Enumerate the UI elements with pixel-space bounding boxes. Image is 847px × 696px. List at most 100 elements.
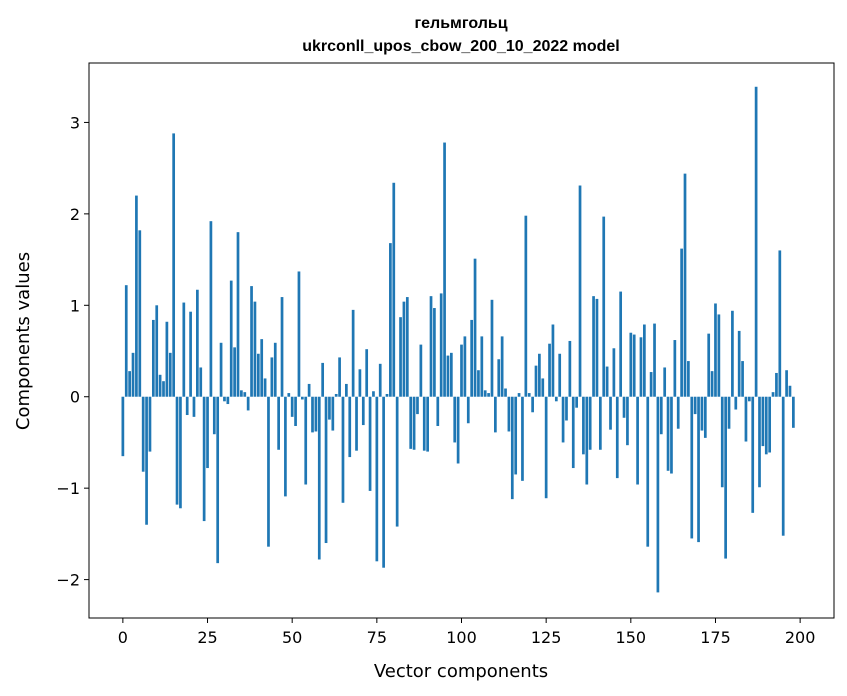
bar <box>175 396 179 505</box>
bar <box>659 396 663 435</box>
bar <box>209 221 213 397</box>
bar <box>565 396 568 421</box>
bar <box>199 367 203 397</box>
y-tick-label: −1 <box>56 479 80 498</box>
y-tick-label: −2 <box>56 571 80 590</box>
bar <box>683 173 687 397</box>
bar <box>673 340 677 397</box>
bar <box>219 342 223 397</box>
bar <box>734 396 738 410</box>
bar <box>568 340 572 397</box>
x-tick-label: 175 <box>700 628 731 647</box>
bar <box>551 324 555 397</box>
bar <box>185 396 189 416</box>
bar <box>649 372 653 397</box>
bar <box>399 317 402 397</box>
bar <box>378 363 382 397</box>
bar <box>612 348 616 397</box>
x-tick-label: 50 <box>282 628 302 647</box>
bar <box>582 396 585 455</box>
bar <box>758 396 761 488</box>
bar <box>324 396 328 544</box>
bar <box>290 396 294 417</box>
bar <box>741 361 744 397</box>
bar <box>141 396 145 472</box>
bar <box>284 396 287 497</box>
bar <box>578 185 582 397</box>
bar <box>229 280 233 397</box>
bar <box>626 396 629 446</box>
bar <box>703 396 707 438</box>
bar <box>226 396 230 405</box>
bar <box>676 396 680 429</box>
bar <box>277 396 280 450</box>
bar <box>687 361 690 397</box>
bar <box>548 343 551 397</box>
bar <box>707 333 711 397</box>
bar <box>680 248 683 397</box>
bar <box>575 396 578 408</box>
bar <box>778 250 782 397</box>
bar <box>433 308 436 397</box>
bar <box>693 396 697 415</box>
bar <box>361 396 365 426</box>
bar <box>331 396 335 431</box>
bar <box>544 396 548 499</box>
bar <box>233 347 236 397</box>
bar <box>663 367 667 397</box>
bar <box>643 324 646 397</box>
bar <box>382 396 385 568</box>
bar <box>192 396 196 417</box>
bar <box>764 396 768 455</box>
bar <box>490 299 494 397</box>
bar <box>236 232 240 397</box>
y-tick-label: 3 <box>70 113 80 132</box>
bar <box>314 396 318 432</box>
bars-group <box>121 86 795 593</box>
bar <box>534 365 538 397</box>
bar <box>615 396 619 479</box>
x-tick-label: 200 <box>785 628 816 647</box>
bar <box>168 352 172 397</box>
bar <box>307 383 311 397</box>
chart-subtitle: ukrconll_upos_cbow_200_10_2022 model <box>302 38 619 55</box>
bar <box>507 396 511 432</box>
bar <box>514 396 518 475</box>
bar <box>246 396 250 411</box>
bar <box>405 297 409 397</box>
bar <box>720 396 724 488</box>
bar <box>138 230 142 397</box>
bar <box>196 289 199 397</box>
bar <box>456 396 460 464</box>
bar <box>761 396 765 447</box>
bar <box>653 323 656 397</box>
bar <box>372 391 375 397</box>
bar <box>453 396 457 443</box>
bar <box>592 296 595 397</box>
bar <box>172 133 176 397</box>
bar <box>449 352 453 397</box>
bar <box>368 396 372 491</box>
bar <box>223 396 226 402</box>
bar <box>524 215 528 397</box>
bar <box>446 355 450 397</box>
bar <box>690 396 694 539</box>
bar <box>470 319 474 397</box>
bar <box>131 352 135 397</box>
bar <box>311 396 314 433</box>
bar <box>588 396 592 450</box>
bar <box>321 362 325 397</box>
bar <box>639 337 643 397</box>
bar <box>541 378 545 397</box>
y-axis-ticks: −2 −1 0 1 2 3 <box>56 113 89 590</box>
bar <box>554 396 558 402</box>
bar <box>348 396 352 458</box>
bar <box>294 396 297 426</box>
bar <box>483 390 487 397</box>
bar <box>700 396 704 431</box>
bar <box>297 271 301 397</box>
bar <box>521 396 524 481</box>
bar <box>148 396 152 452</box>
bar <box>206 396 209 469</box>
